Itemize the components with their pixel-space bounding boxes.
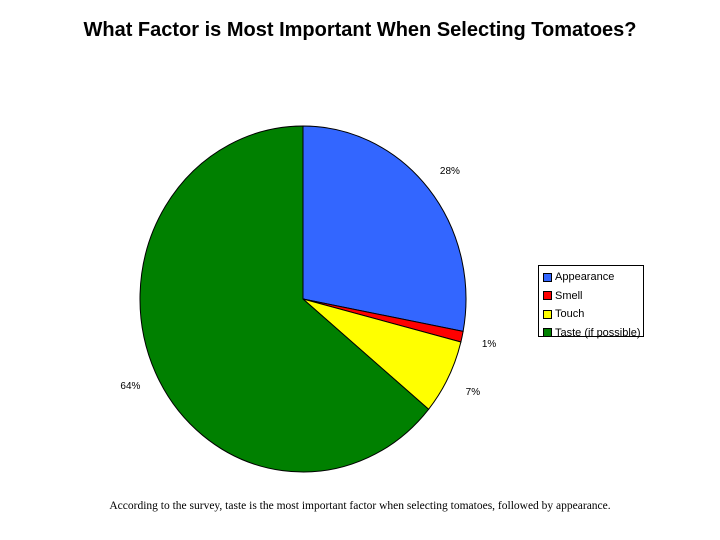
legend-label: Appearance	[555, 271, 615, 284]
slice-data-label: 7%	[466, 387, 481, 398]
slice-data-label: 1%	[482, 339, 497, 350]
legend-label: Taste (if possible)	[555, 326, 641, 339]
legend-label: Touch	[555, 308, 585, 321]
pie-slice-appearance	[302, 125, 467, 333]
legend-swatch	[543, 291, 552, 301]
pie-slices	[139, 125, 467, 473]
legend-item: Appearance	[543, 268, 643, 287]
pie-slice-taste-if-possible	[139, 125, 430, 473]
slice-data-label: 64%	[120, 381, 140, 392]
slice-data-label: 28%	[440, 166, 460, 177]
legend-item: Touch	[543, 305, 643, 324]
legend-swatch	[543, 309, 552, 319]
chart-title: What Factor is Most Important When Selec…	[83, 19, 637, 41]
chart-caption: According to the survey, taste is the mo…	[109, 500, 611, 512]
slice-labels: 28% 1% 7% 64%	[120, 166, 496, 398]
legend: Appearance Smell Touch Taste (if possible)	[538, 265, 644, 339]
legend-item: Smell	[543, 287, 643, 306]
legend-item: Taste (if possible)	[543, 324, 643, 343]
legend-swatch	[543, 328, 552, 338]
legend-swatch	[543, 272, 552, 282]
legend-label: Smell	[555, 289, 583, 302]
